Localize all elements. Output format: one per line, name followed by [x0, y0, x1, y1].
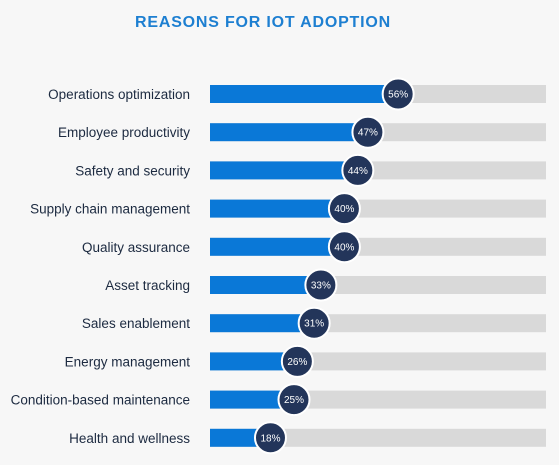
category-label: Safety and security	[75, 163, 190, 178]
value-label: 40%	[334, 242, 354, 253]
value-label: 25%	[284, 395, 304, 406]
category-label: Health and wellness	[69, 431, 190, 446]
value-label: 33%	[311, 281, 331, 292]
bar	[210, 199, 345, 218]
value-bubble	[341, 153, 375, 187]
bar	[210, 85, 399, 103]
chart-title: REASONS FOR IOT ADOPTION	[135, 14, 391, 31]
value-label: 26%	[287, 357, 307, 368]
value-bubble	[304, 268, 338, 302]
category-label: Condition-based maintenance	[11, 393, 190, 408]
value-bubble	[327, 192, 361, 226]
value-bubble	[351, 115, 385, 149]
value-label: 31%	[304, 319, 324, 330]
category-label: Supply chain management	[30, 202, 190, 217]
value-bubble	[280, 344, 314, 378]
bar	[210, 352, 298, 371]
category-label: Employee productivity	[58, 125, 190, 140]
value-bubble	[297, 306, 331, 340]
bar	[210, 123, 368, 142]
value-bubble	[381, 77, 415, 111]
category-label: Operations optimization	[48, 87, 190, 102]
category-label: Asset tracking	[105, 278, 190, 293]
value-label: 40%	[334, 204, 354, 215]
bar	[210, 314, 315, 333]
category-label: Energy management	[65, 354, 191, 369]
value-bubble	[277, 383, 311, 417]
value-bubble	[327, 230, 361, 264]
bar	[210, 161, 358, 180]
bar-track	[210, 428, 546, 447]
value-bubble	[253, 421, 287, 455]
category-label: Sales enablement	[82, 316, 190, 331]
bar	[210, 237, 345, 256]
bar	[210, 276, 321, 294]
value-label: 47%	[358, 128, 378, 139]
value-label: 44%	[348, 166, 368, 177]
value-label: 56%	[388, 90, 408, 101]
bar	[210, 390, 294, 409]
category-label: Quality assurance	[82, 240, 190, 255]
value-label: 18%	[260, 433, 280, 444]
